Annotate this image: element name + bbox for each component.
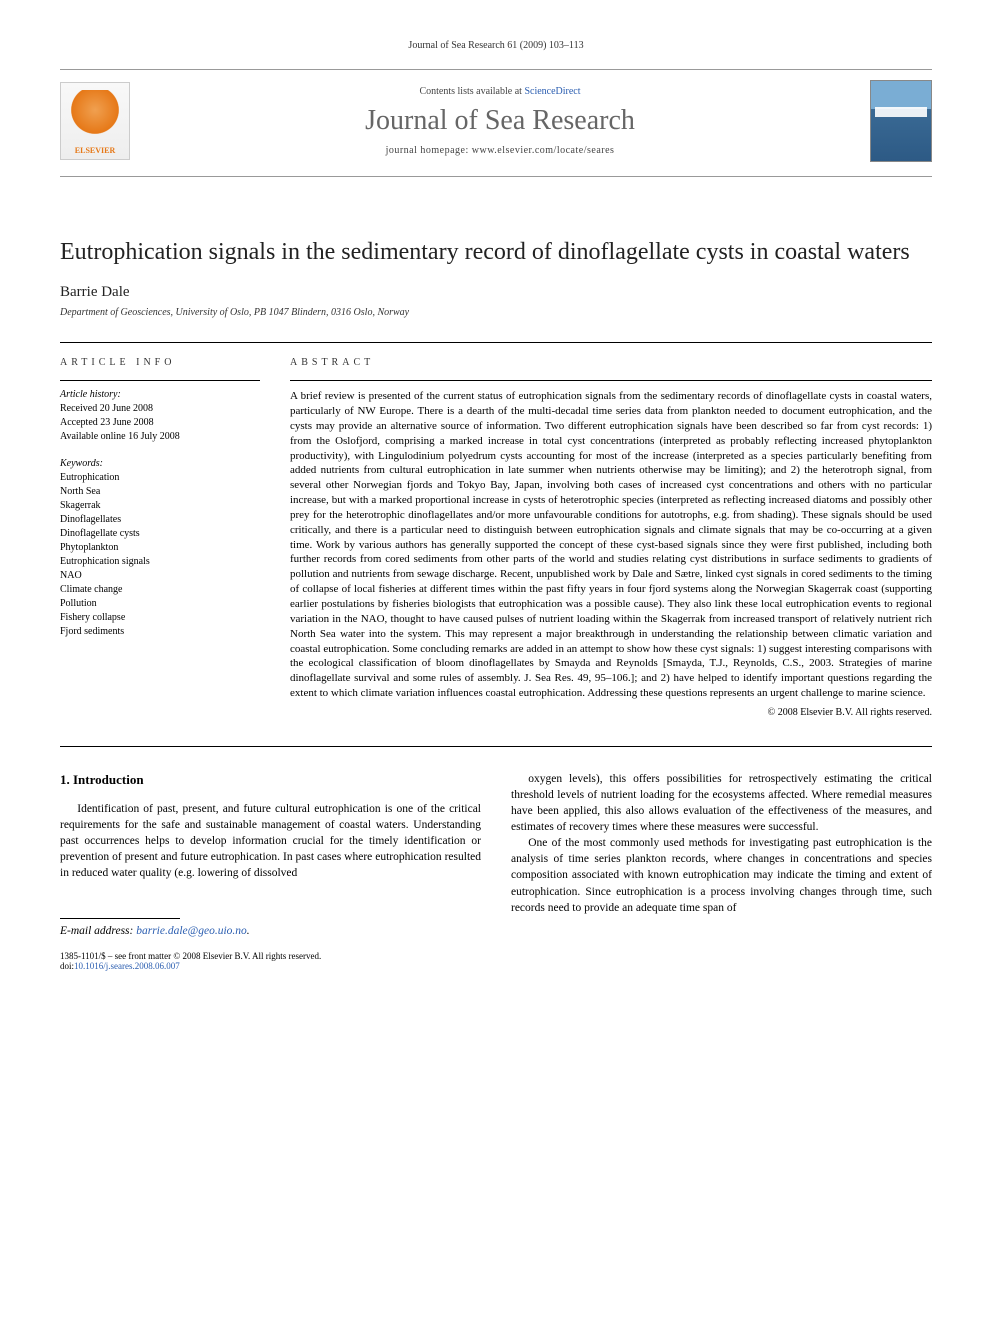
- masthead: ELSEVIER Contents lists available at Sci…: [60, 69, 932, 177]
- keyword: Dinoflagellates: [60, 513, 260, 527]
- elsevier-tree-icon: [70, 90, 120, 140]
- homepage-prefix: journal homepage:: [386, 145, 472, 156]
- body-paragraph: One of the most commonly used methods fo…: [511, 835, 932, 915]
- keyword: NAO: [60, 569, 260, 583]
- keyword: Climate change: [60, 583, 260, 597]
- doi-line: doi:10.1016/j.seares.2008.06.007: [60, 961, 932, 971]
- section-number: 1.: [60, 772, 70, 787]
- journal-name: Journal of Sea Research: [130, 105, 870, 137]
- received-date: Received 20 June 2008: [60, 402, 260, 416]
- info-abstract-row: ARTICLE INFO Article history: Received 2…: [60, 342, 932, 718]
- abstract-heading: ABSTRACT: [290, 357, 932, 368]
- contents-prefix: Contents lists available at: [419, 86, 524, 97]
- section-divider: [60, 746, 932, 747]
- keyword: North Sea: [60, 485, 260, 499]
- author-affiliation: Department of Geosciences, University of…: [60, 307, 932, 318]
- history-label: Article history:: [60, 389, 260, 400]
- keyword: Dinoflagellate cysts: [60, 527, 260, 541]
- email-link[interactable]: barrie.dale@geo.uio.no: [136, 925, 247, 937]
- citation-text: Journal of Sea Research 61 (2009) 103–11…: [408, 40, 583, 51]
- sciencedirect-link[interactable]: ScienceDirect: [524, 86, 580, 97]
- publisher-logo[interactable]: ELSEVIER: [60, 82, 130, 160]
- article-info-heading: ARTICLE INFO: [60, 357, 260, 368]
- section-title: Introduction: [73, 772, 144, 787]
- keyword: Pollution: [60, 597, 260, 611]
- body-columns: 1. Introduction Identification of past, …: [60, 771, 932, 939]
- author-name: Barrie Dale: [60, 284, 932, 301]
- abstract-column: ABSTRACT A brief review is presented of …: [290, 357, 932, 718]
- article-title: Eutrophication signals in the sedimentar…: [60, 237, 932, 268]
- section-heading: 1. Introduction: [60, 771, 481, 789]
- body-left-column: 1. Introduction Identification of past, …: [60, 771, 481, 939]
- abstract-text: A brief review is presented of the curre…: [290, 389, 932, 701]
- keyword: Fjord sediments: [60, 625, 260, 639]
- body-paragraph: oxygen levels), this offers possibilitie…: [511, 771, 932, 835]
- homepage-line: journal homepage: www.elsevier.com/locat…: [130, 145, 870, 156]
- keyword: Fishery collapse: [60, 611, 260, 625]
- doi-label: doi:: [60, 961, 74, 971]
- masthead-center: Contents lists available at ScienceDirec…: [130, 86, 870, 156]
- keyword: Eutrophication: [60, 471, 260, 485]
- article-info-column: ARTICLE INFO Article history: Received 2…: [60, 357, 260, 718]
- doi-link[interactable]: 10.1016/j.seares.2008.06.007: [74, 961, 180, 971]
- running-header: Journal of Sea Research 61 (2009) 103–11…: [60, 40, 932, 51]
- publisher-logo-text: ELSEVIER: [75, 146, 115, 155]
- footnote-rule: [60, 918, 180, 919]
- page-footer: 1385-1101/$ – see front matter © 2008 El…: [60, 951, 932, 971]
- email-label: E-mail address:: [60, 925, 133, 937]
- keywords-label: Keywords:: [60, 458, 260, 469]
- contents-line: Contents lists available at ScienceDirec…: [130, 86, 870, 97]
- online-date: Available online 16 July 2008: [60, 430, 260, 444]
- keywords-block: Keywords: Eutrophication North Sea Skage…: [60, 458, 260, 639]
- homepage-url[interactable]: www.elsevier.com/locate/seares: [472, 145, 615, 156]
- accepted-date: Accepted 23 June 2008: [60, 416, 260, 430]
- abstract-copyright: © 2008 Elsevier B.V. All rights reserved…: [290, 707, 932, 718]
- keyword: Eutrophication signals: [60, 555, 260, 569]
- body-paragraph: Identification of past, present, and fut…: [60, 801, 481, 881]
- keyword: Skagerrak: [60, 499, 260, 513]
- journal-cover-thumbnail[interactable]: [870, 80, 932, 162]
- keyword: Phytoplankton: [60, 541, 260, 555]
- corresponding-email: E-mail address: barrie.dale@geo.uio.no.: [60, 923, 481, 939]
- body-right-column: oxygen levels), this offers possibilitie…: [511, 771, 932, 939]
- issn-line: 1385-1101/$ – see front matter © 2008 El…: [60, 951, 932, 961]
